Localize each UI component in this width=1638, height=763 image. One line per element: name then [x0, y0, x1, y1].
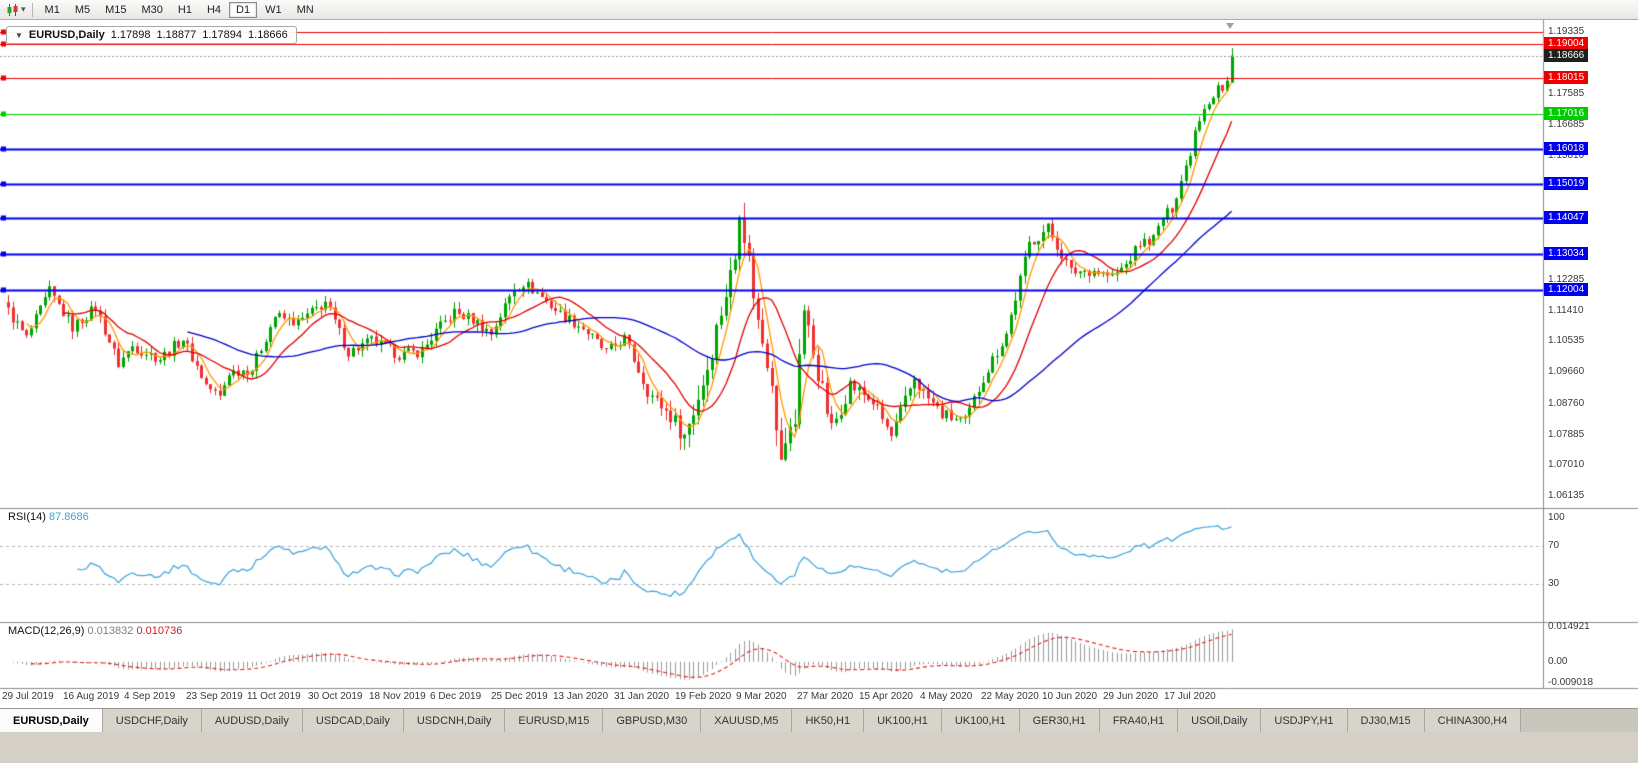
tab-audusd-daily[interactable]: AUDUSD,Daily: [201, 709, 303, 732]
timeframe-button-h4[interactable]: H4: [206, 3, 222, 16]
timeframe-toolbar: M1 M5 M15 M30 H1 H4 D1 W1 MN: [38, 1, 322, 18]
rsi-name: RSI(14): [8, 511, 46, 523]
rsi-value: 87.8686: [48, 511, 89, 523]
tab-hk50-h1[interactable]: HK50,H1: [792, 709, 865, 732]
macd-signal-value: 0.010736: [136, 625, 183, 637]
tab-usoil-daily[interactable]: USOil,Daily: [1178, 709, 1262, 732]
chart-shift-marker-icon[interactable]: [1226, 23, 1234, 29]
tab-usdcad-daily[interactable]: USDCAD,Daily: [302, 709, 404, 732]
macd-name: MACD(12,26,9): [8, 625, 85, 637]
rsi-indicator-label: RSI(14) 87.8686: [8, 511, 89, 523]
timeframe-button-h1[interactable]: H1: [177, 3, 192, 16]
tab-usdchf-daily[interactable]: USDCHF,Daily: [102, 709, 202, 732]
tab-china300-h4[interactable]: CHINA300,H4: [1424, 709, 1522, 732]
tab-fra40-h1[interactable]: FRA40,H1: [1099, 709, 1179, 732]
macd-main-value: 0.013832: [87, 625, 134, 637]
timeframe-button-m5[interactable]: M5: [74, 3, 91, 16]
tab-uk100-h1[interactable]: UK100,H1: [864, 709, 942, 732]
timeframe-button-mn[interactable]: MN: [296, 3, 314, 16]
open-value: 1.17898: [110, 29, 151, 41]
toolbar-separator: [31, 2, 33, 17]
bottom-filler: [0, 732, 1638, 763]
tab-ger30-h1[interactable]: GER30,H1: [1019, 709, 1100, 732]
tab-uk100-h1[interactable]: UK100,H1: [941, 709, 1020, 732]
tab-dj30-m15[interactable]: DJ30,M15: [1347, 709, 1425, 732]
candlestick-chart-icon[interactable]: [5, 3, 20, 17]
timeframe-button-m15[interactable]: M15: [105, 3, 127, 16]
timeframe-button-w1[interactable]: W1: [265, 3, 282, 16]
high-value: 1.18877: [156, 29, 197, 41]
timeframe-button-m1[interactable]: M1: [44, 3, 60, 16]
chart-title: ▼ EURUSD,Daily 1.17898 1.18877 1.17894 1…: [6, 26, 297, 44]
symbol-dropdown-icon[interactable]: ▼: [15, 30, 23, 40]
chart-tab-bar: EURUSD,Daily USDCHF,Daily AUDUSD,Daily USDC…: [0, 708, 1638, 732]
tab-usdcnh-daily[interactable]: USDCNH,Daily: [403, 709, 506, 732]
symbol-label: EURUSD,Daily: [28, 29, 105, 41]
tab-gbpusd-m30[interactable]: GBPUSD,M30: [603, 709, 702, 732]
macd-indicator-label: MACD(12,26,9) 0.013832 0.010736: [8, 625, 182, 637]
timeframe-button-d1[interactable]: D1: [229, 1, 258, 18]
tab-xauusd-m5[interactable]: XAUUSD,M5: [701, 709, 793, 732]
chevron-down-icon[interactable]: ▾: [21, 4, 26, 14]
toolbar: ▾ M1 M5 M15 M30 H1 H4 D1 W1 MN: [0, 0, 1638, 20]
tab-eurusd-daily[interactable]: EURUSD,Daily: [0, 709, 103, 732]
low-value: 1.17894: [202, 29, 243, 41]
close-value: 1.18666: [248, 29, 288, 41]
tab-eurusd-m15[interactable]: EURUSD,M15: [505, 709, 604, 732]
timeframe-button-m30[interactable]: M30: [141, 3, 163, 16]
tab-usdjpy-h1[interactable]: USDJPY,H1: [1261, 709, 1348, 732]
